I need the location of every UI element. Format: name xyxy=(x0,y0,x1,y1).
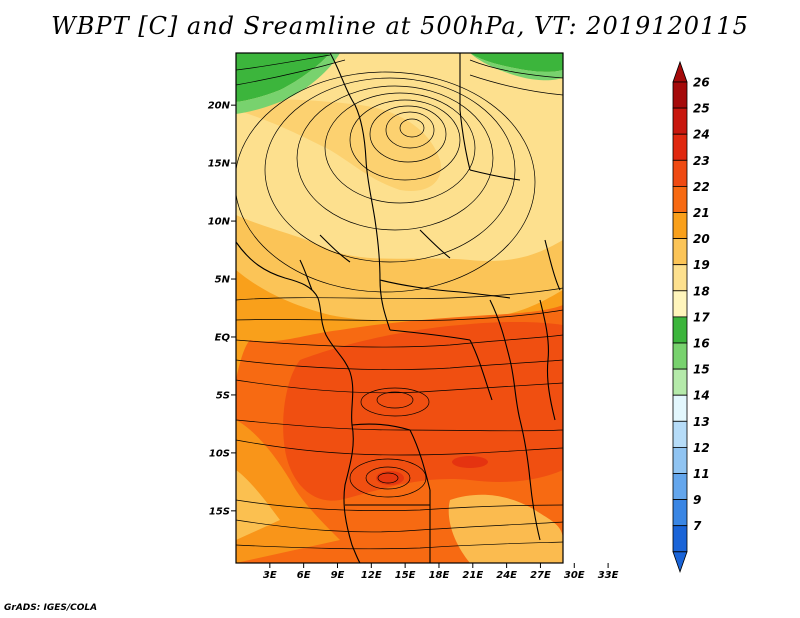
colorbar: 26 25 24 23 22 21 20 19 18 17 16 15 14 13 12 11 9 7 xyxy=(672,60,710,574)
colorbar-swatch xyxy=(672,81,688,109)
colorbar-label: 14 xyxy=(693,389,710,403)
borders xyxy=(236,53,561,563)
colorbar-label: 13 xyxy=(693,415,710,429)
colorbar-label: 9 xyxy=(693,493,701,507)
lat-tick-label: 20N xyxy=(208,101,231,112)
colorbar-swatch xyxy=(672,368,688,396)
map-frame xyxy=(235,52,564,564)
wbpt-23-region xyxy=(283,321,563,501)
lon-tick-label: 6E xyxy=(297,570,311,581)
lon-tick-label: 24E xyxy=(496,570,517,581)
colorbar-label: 7 xyxy=(693,519,702,533)
colorbar-label: 11 xyxy=(693,467,710,481)
colorbar-label: 26 xyxy=(693,76,710,90)
longitude-axis: 3E 6E 9E 12E 15E 18E 21E 24E 27E 30E 33E xyxy=(263,563,619,581)
colorbar-swatch xyxy=(672,212,688,240)
lat-tick-label: 5N xyxy=(215,275,231,286)
colorbar-label: 12 xyxy=(693,441,710,455)
colorbar-label: 20 xyxy=(693,232,710,246)
colorbar-swatch xyxy=(672,316,688,344)
colorbar-label: 25 xyxy=(693,102,710,116)
colorbar-swatch xyxy=(672,446,688,474)
streamlines xyxy=(236,54,563,550)
wbpt-warm-spot-2 xyxy=(376,471,404,485)
lon-tick-label: 9E xyxy=(331,570,345,581)
colorbar-swatch xyxy=(672,394,688,422)
wbpt-17-region-left xyxy=(236,53,330,102)
colorbar-bottom-arrow xyxy=(672,551,688,574)
wbpt-field xyxy=(236,53,563,563)
latitude-axis: 20N 15N 10N 5N EQ 5S 10S 15S xyxy=(208,101,236,517)
colorbar-swatch xyxy=(672,159,688,187)
colorbar-swatch xyxy=(672,473,688,501)
colorbar-label: 18 xyxy=(693,284,710,298)
colorbar-swatch xyxy=(672,499,688,527)
map-title: WBPT [C] and Sreamline at 500hPa, VT: 20… xyxy=(51,12,749,40)
colorbar-label: 16 xyxy=(693,337,710,351)
colorbar-label: 22 xyxy=(693,180,710,194)
colorbar-label: 15 xyxy=(693,363,710,377)
lat-tick-label: 15N xyxy=(208,159,231,170)
lon-tick-label: 3E xyxy=(263,570,277,581)
colorbar-label: 19 xyxy=(693,258,710,272)
colorbar-swatch xyxy=(672,420,688,448)
colorbar-swatch xyxy=(672,133,688,161)
grads-credit: GrADS: IGES/COLA xyxy=(4,603,98,613)
colorbar-top-arrow xyxy=(672,60,688,83)
wbpt-warm-spot xyxy=(452,456,488,468)
wbpt-17-region xyxy=(236,53,563,72)
lon-tick-label: 27E xyxy=(530,570,551,581)
wbpt-north-orange xyxy=(236,99,441,191)
colorbar-swatch xyxy=(672,290,688,318)
lat-tick-label: EQ xyxy=(215,332,231,343)
colorbar-label: 17 xyxy=(693,310,710,324)
colorbar-swatch xyxy=(672,238,688,266)
lon-tick-label: 15E xyxy=(395,570,416,581)
lat-tick-label: 15S xyxy=(209,506,230,517)
lon-tick-label: 30E xyxy=(564,570,585,581)
colorbar-label: 23 xyxy=(693,154,710,168)
lon-tick-label: 18E xyxy=(429,570,450,581)
colorbar-swatch xyxy=(672,525,688,553)
lon-tick-label: 21E xyxy=(462,570,483,581)
lat-tick-label: 5S xyxy=(216,390,230,401)
colorbar-swatch xyxy=(672,342,688,370)
colorbar-swatch xyxy=(672,107,688,135)
colorbar-swatch xyxy=(672,264,688,292)
lat-tick-label: 10N xyxy=(208,217,231,228)
lon-tick-label: 12E xyxy=(361,570,382,581)
wbpt-16-region-right xyxy=(470,53,563,81)
wbpt-sw-tongue-2 xyxy=(236,470,280,540)
colorbar-swatch xyxy=(672,185,688,213)
colorbar-label: 24 xyxy=(693,128,710,142)
colorbar-label: 21 xyxy=(693,206,710,220)
lon-tick-label: 33E xyxy=(598,570,619,581)
lat-tick-label: 10S xyxy=(209,448,230,459)
